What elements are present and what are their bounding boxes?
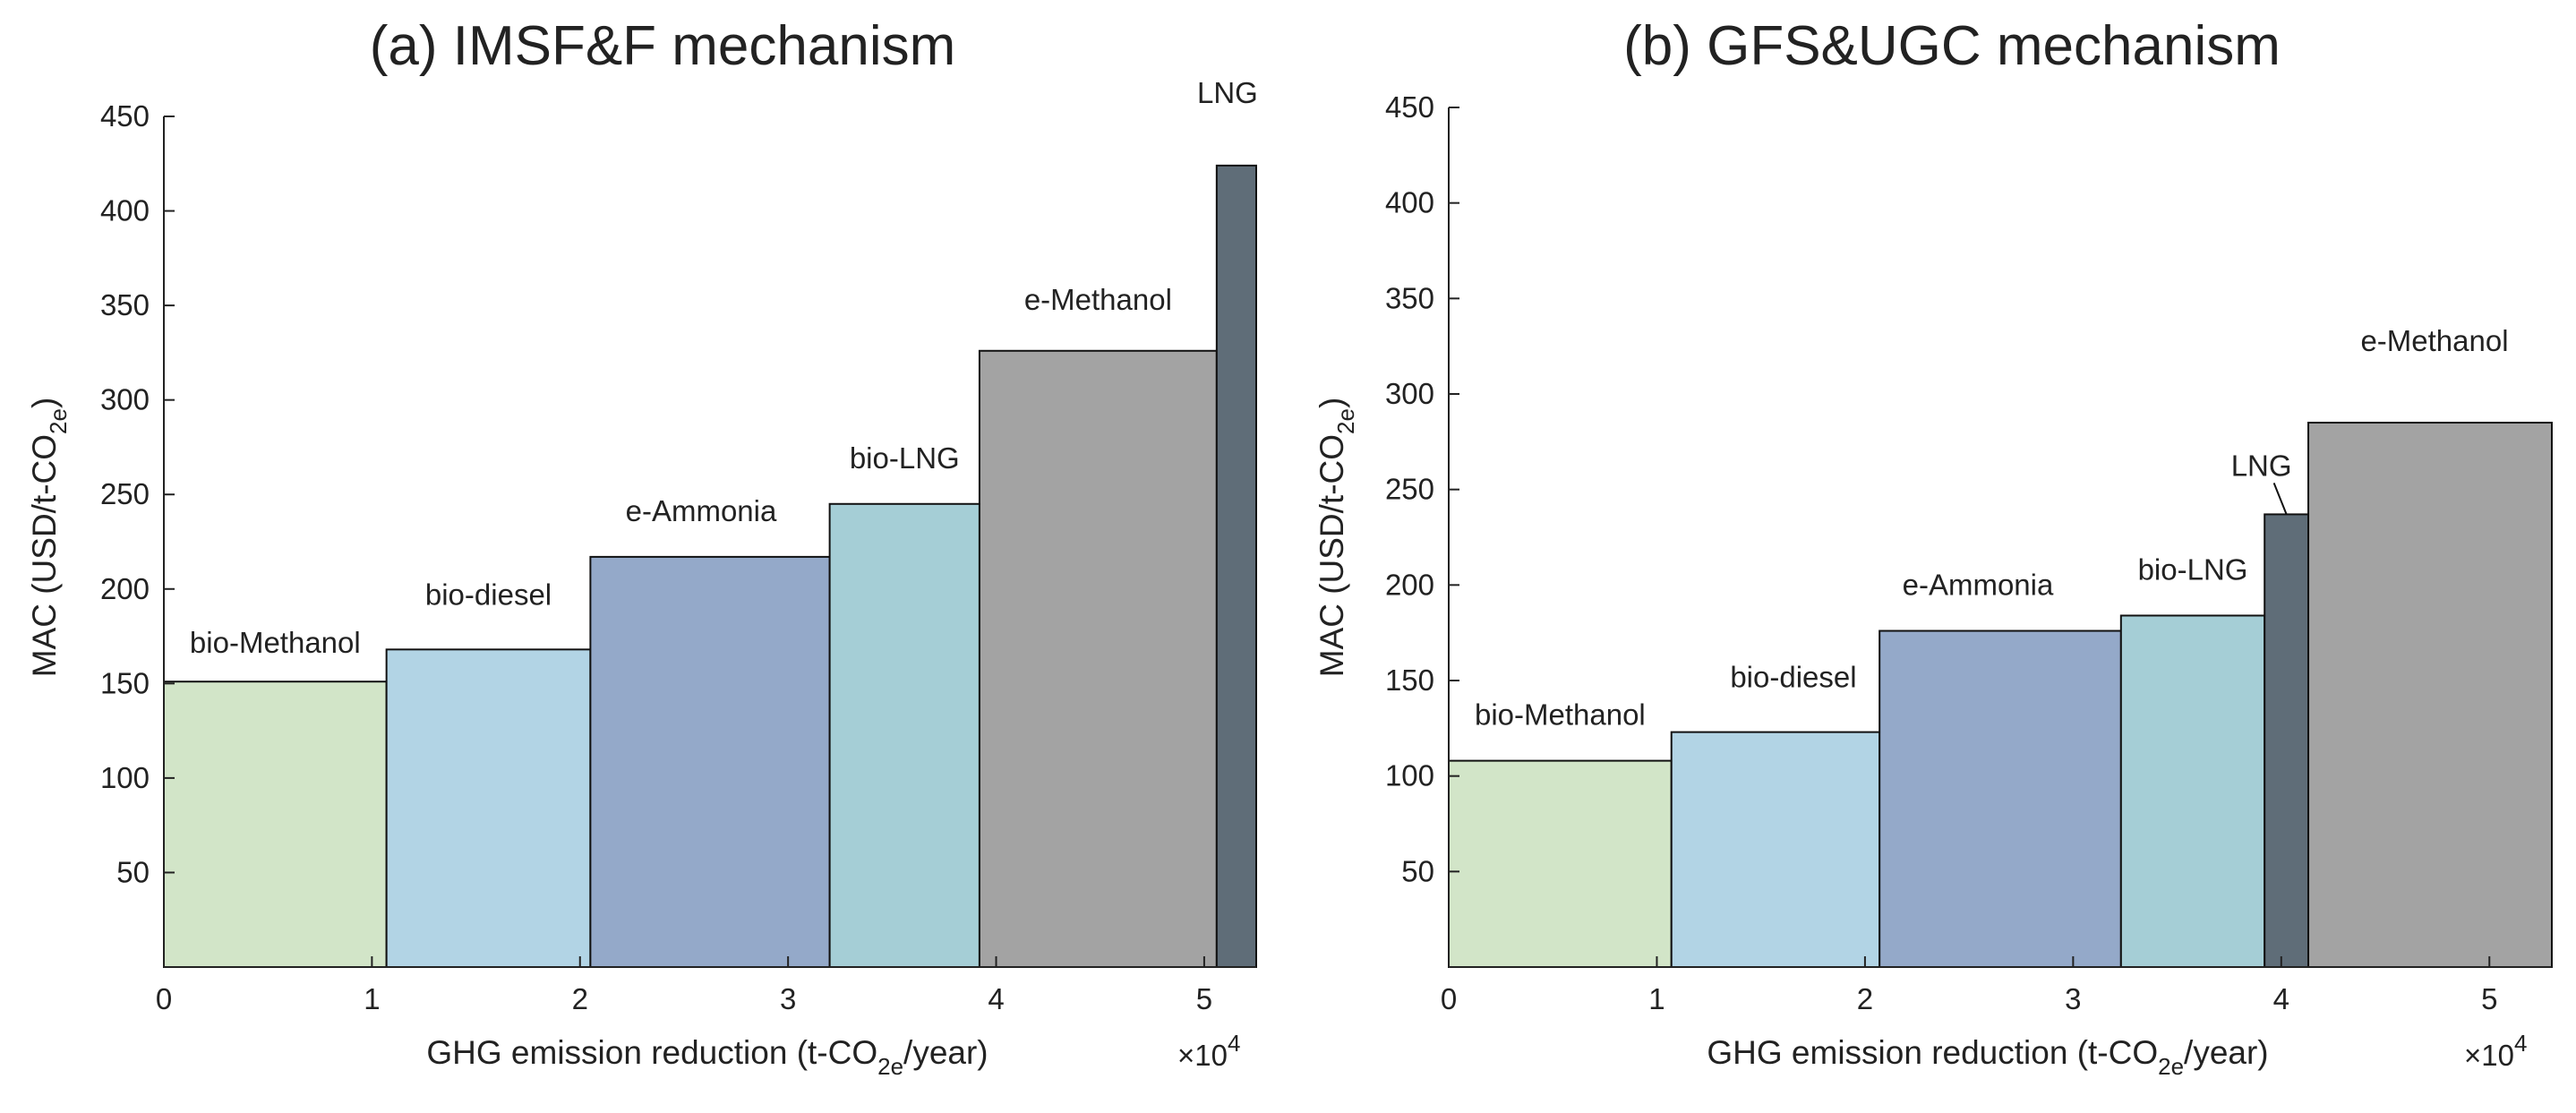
y-tick-label: 300: [100, 383, 150, 416]
y-axis-label: MAC (USD/t-CO2e): [26, 398, 72, 678]
x-axis-label-subscript: 2e: [877, 1053, 903, 1080]
x-tick-label: 2: [1857, 982, 1873, 1015]
x-tick-label: 2: [572, 982, 588, 1015]
x-axis-label-subscript: 2e: [2158, 1053, 2184, 1080]
callout-line-lng: [2272, 483, 2288, 515]
x-axis-label-prefix: GHG emission reduction (t-CO: [1707, 1034, 2158, 1071]
y-tick-label: 100: [100, 761, 150, 794]
bar-e-methanol: [978, 349, 1218, 968]
y-tick-label: 50: [116, 855, 150, 888]
bar-label-e-ammonia: e-Ammonia: [1903, 569, 2054, 602]
bar-label-bio-methanol: bio-Methanol: [190, 626, 361, 659]
bar-bio-methanol: [163, 681, 388, 968]
x-axis-multiplier-base: ×10: [1177, 1039, 1228, 1072]
bar-lng: [2264, 513, 2310, 969]
y-tick-label: 150: [1385, 664, 1434, 697]
bar-lng: [1215, 164, 1258, 968]
x-axis-label-prefix: GHG emission reduction (t-CO: [426, 1034, 877, 1071]
x-axis-label: GHG emission reduction (t-CO2e/year): [426, 1034, 988, 1080]
x-axis-label: GHG emission reduction (t-CO2e/year): [1707, 1034, 2268, 1080]
chart-title: (a) IMSF&F mechanism: [370, 15, 956, 77]
x-tick-label: 4: [988, 982, 1004, 1015]
y-tick-label: 200: [100, 572, 150, 605]
x-tick-label: 0: [1441, 982, 1457, 1015]
y-tick-label: 100: [1385, 759, 1434, 792]
bar-label-bio-methanol: bio-Methanol: [1475, 698, 1646, 732]
x-axis-multiplier-base: ×10: [2464, 1039, 2514, 1072]
bar-bio-methanol: [1448, 759, 1673, 968]
bar-e-ammonia: [589, 555, 831, 969]
bar-bio-diesel: [385, 648, 592, 968]
y-tick-label: 250: [1385, 473, 1434, 506]
panel-a-imsff: (a) IMSF&F mechanism bio-Methanol bio-dies…: [26, 15, 1258, 1080]
x-tick-label: 0: [156, 982, 172, 1015]
bar-label-e-methanol: e-Methanol: [1024, 283, 1172, 316]
y-tick-label: 200: [1385, 568, 1434, 601]
y-tick-label: 250: [100, 477, 150, 510]
y-axis-label-subscript: 2e: [1332, 408, 1359, 434]
y-axis-label-suffix: ): [1314, 398, 1350, 408]
y-tick-label: 350: [1385, 281, 1434, 314]
y-tick-label: 50: [1401, 854, 1434, 887]
bar-bio-lng: [2119, 614, 2266, 968]
x-axis-multiplier: ×104: [2464, 1030, 2527, 1072]
x-tick-label: 3: [780, 982, 796, 1015]
x-axis-label-suffix: /year): [2184, 1034, 2269, 1071]
y-tick-label: 400: [100, 194, 150, 227]
y-tick-label: 400: [1385, 186, 1434, 219]
bar-label-lng: LNG: [1197, 76, 1258, 109]
y-axis-label-subscript: 2e: [45, 408, 72, 434]
y-axis-label-prefix: MAC (USD/t-CO: [1314, 434, 1350, 677]
y-tick-label: 150: [100, 666, 150, 699]
bar-e-ammonia: [1879, 629, 2122, 968]
panel-b-gfsugc: (b) GFS&UGC mechanism bio-Methanol bio-die…: [1314, 15, 2554, 1080]
bar-label-bio-diesel: bio-diesel: [1730, 661, 1856, 694]
x-tick-label: 1: [1648, 982, 1665, 1015]
bar-label-e-ammonia: e-Ammonia: [626, 494, 777, 527]
bar-label-bio-diesel: bio-diesel: [425, 578, 552, 611]
y-axis-label-prefix: MAC (USD/t-CO: [26, 434, 63, 677]
y-tick-label: 350: [100, 288, 150, 321]
y-tick-label: 300: [1385, 377, 1434, 410]
x-tick-label: 4: [2273, 982, 2289, 1015]
y-tick-label: 450: [1385, 90, 1434, 124]
x-axis-multiplier-exponent: 4: [2514, 1030, 2527, 1057]
bar-label-lng: LNG: [2231, 449, 2292, 482]
x-tick-label: 5: [1196, 982, 1212, 1015]
y-axis-label: MAC (USD/t-CO2e): [1314, 398, 1359, 678]
y-tick-label: 450: [100, 99, 150, 133]
x-tick-label: 5: [2481, 982, 2497, 1015]
x-axis-multiplier-exponent: 4: [1228, 1030, 1240, 1057]
bar-label-bio-lng: bio-LNG: [850, 441, 960, 475]
bar-label-e-methanol: e-Methanol: [2360, 324, 2508, 357]
x-axis-multiplier: ×104: [1177, 1030, 1240, 1072]
bar-label-bio-lng: bio-LNG: [2138, 552, 2248, 586]
bar-bio-lng: [828, 502, 980, 968]
chart-title: (b) GFS&UGC mechanism: [1623, 15, 2281, 77]
bar-e-methanol: [2307, 422, 2554, 968]
x-tick-label: 3: [2065, 982, 2081, 1015]
bar-bio-diesel: [1670, 731, 1881, 968]
x-tick-label: 1: [364, 982, 380, 1015]
x-axis-label-suffix: /year): [903, 1034, 988, 1071]
y-axis-label-suffix: ): [26, 398, 63, 408]
